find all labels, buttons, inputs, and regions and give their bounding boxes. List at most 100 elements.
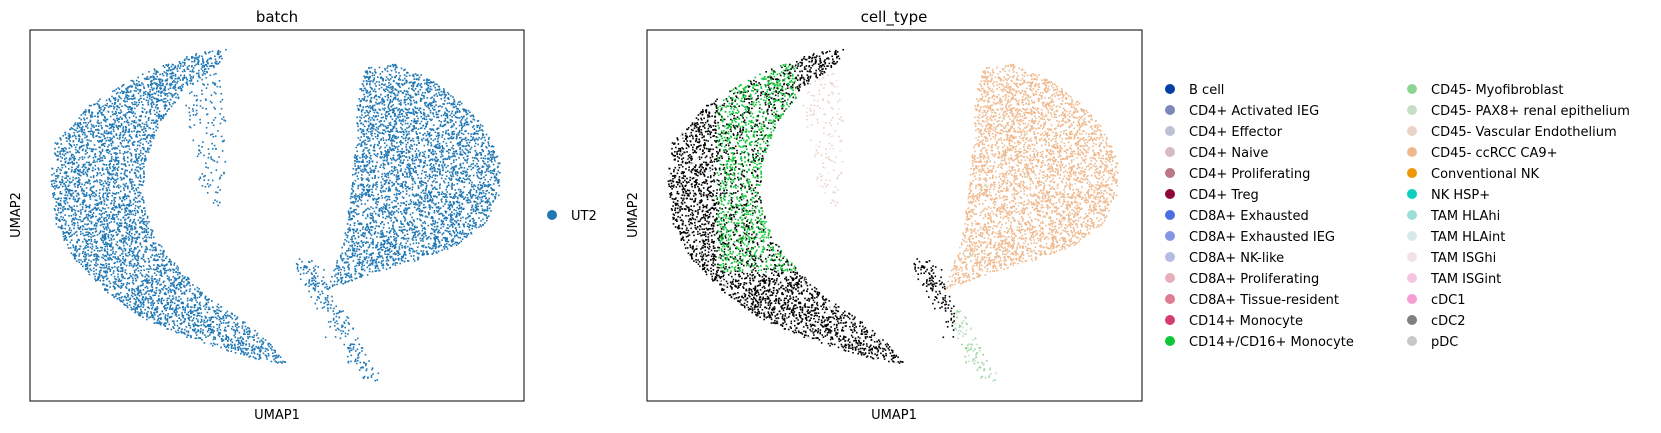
scatter-point	[68, 192, 70, 194]
scatter-point	[153, 92, 156, 94]
scatter-point	[176, 93, 179, 96]
scatter-point	[144, 93, 147, 95]
scatter-point	[205, 299, 208, 301]
scatter-point	[475, 205, 478, 208]
scatter-point	[414, 156, 417, 159]
scatter-point	[87, 215, 90, 217]
scatter-point	[157, 100, 159, 102]
scatter-point	[157, 265, 160, 267]
scatter-point	[380, 181, 382, 184]
scatter-point	[133, 248, 136, 251]
scatter-point	[382, 267, 385, 269]
scatter-point	[370, 234, 373, 236]
scatter-point	[190, 311, 192, 313]
scatter-point	[167, 302, 169, 304]
scatter-point	[189, 299, 191, 301]
scatter-point	[87, 130, 90, 133]
scatter-point	[113, 107, 115, 110]
scatter-point	[81, 138, 83, 141]
scatter-point	[347, 266, 349, 268]
scatter-point	[487, 150, 490, 152]
scatter-point	[258, 347, 260, 350]
scatter-point	[130, 153, 133, 155]
scatter-point	[450, 103, 452, 106]
scatter-point	[454, 194, 456, 196]
scatter-point	[442, 225, 445, 228]
scatter-point	[396, 176, 399, 178]
scatter-point	[204, 321, 206, 324]
scatter-point	[161, 288, 163, 290]
scatter-point	[461, 238, 464, 240]
scatter-point	[367, 246, 370, 249]
scatter-point	[212, 332, 214, 334]
scatter-point	[140, 217, 142, 219]
scatter-point	[426, 97, 429, 99]
scatter-point	[432, 139, 435, 142]
scatter-point	[176, 320, 179, 322]
scatter-point	[79, 226, 82, 229]
scatter-point	[147, 142, 150, 144]
scatter-point	[174, 101, 176, 104]
scatter-point	[118, 247, 121, 250]
scatter-point	[72, 244, 74, 246]
scatter-point	[389, 136, 391, 139]
scatter-point	[401, 256, 404, 259]
scatter-point	[188, 324, 190, 326]
scatter-point	[70, 215, 73, 217]
scatter-point	[108, 106, 110, 108]
scatter-point	[403, 74, 406, 76]
scatter-point	[150, 96, 153, 99]
scatter-point	[407, 117, 410, 119]
scatter-point	[108, 173, 111, 176]
scatter-point	[137, 123, 139, 126]
scatter-point	[414, 107, 417, 110]
scatter-point	[470, 146, 473, 149]
scatter-point	[100, 174, 103, 177]
scatter-point	[457, 188, 460, 191]
scatter-point	[367, 76, 370, 79]
scatter-point	[252, 348, 254, 351]
scatter-point	[145, 151, 148, 153]
scatter-point	[437, 250, 440, 253]
scatter-point	[88, 168, 91, 170]
scatter-point	[392, 227, 395, 229]
scatter-point	[147, 282, 150, 284]
scatter-point	[363, 125, 366, 128]
scatter-point	[77, 192, 79, 195]
scatter-point	[446, 238, 448, 241]
scatter-point	[109, 268, 112, 271]
scatter-point	[114, 121, 116, 124]
scatter-point	[131, 142, 134, 144]
batch-points	[50, 48, 501, 382]
scatter-point	[109, 166, 111, 168]
scatter-point	[399, 86, 401, 88]
scatter-point	[404, 119, 407, 122]
scatter-point	[63, 197, 66, 199]
scatter-point	[418, 109, 420, 111]
scatter-point	[175, 315, 178, 317]
scatter-point	[237, 348, 240, 350]
scatter-point	[353, 234, 355, 237]
scatter-point	[386, 258, 389, 260]
scatter-point	[110, 249, 112, 251]
scatter-point	[149, 144, 151, 147]
scatter-point	[465, 113, 468, 116]
scatter-point	[137, 191, 139, 194]
scatter-point	[70, 181, 73, 183]
scatter-point	[142, 134, 144, 136]
scatter-point	[363, 149, 365, 151]
scatter-point	[155, 70, 158, 72]
scatter-point	[170, 105, 173, 108]
scatter-point	[64, 161, 67, 164]
scatter-point	[126, 305, 129, 307]
scatter-point	[105, 217, 107, 219]
scatter-point	[495, 172, 498, 175]
scatter-point	[183, 68, 185, 71]
scatter-point	[92, 134, 94, 136]
scatter-point	[390, 169, 393, 172]
scatter-point	[161, 253, 164, 255]
scatter-point	[68, 233, 70, 236]
scatter-point	[163, 259, 166, 262]
scatter-point	[412, 140, 415, 142]
scatter-point	[134, 168, 137, 171]
